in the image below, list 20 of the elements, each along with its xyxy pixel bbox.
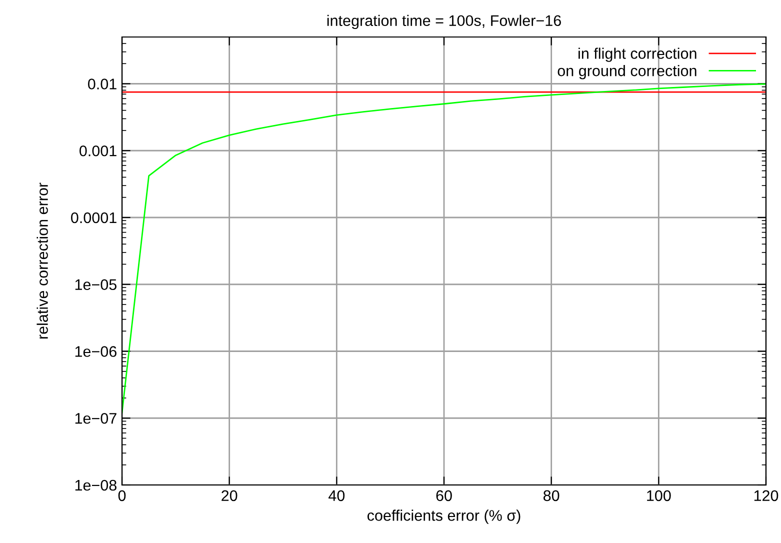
x-axis-title: coefficients error (% σ) [367,510,520,524]
legend-label: on ground correction [558,64,696,80]
line-series [122,83,766,414]
y-tick-label: 0.01 [88,78,116,90]
x-tick-label: 120 [754,490,778,502]
y-tick-label: 1e−06 [75,346,116,357]
x-tick-label: 20 [222,490,238,502]
x-tick-label: 80 [544,490,560,502]
x-tick-label: 0 [118,490,126,502]
x-tick-label: 40 [328,490,345,502]
y-tick-label: 0.0001 [71,212,116,224]
legend-label: in flight correction [578,48,696,62]
y-axis-title: relative correction error [36,182,48,339]
chart-title: integration time = 100s, Fowler−16 [327,14,561,30]
x-tick-label: 100 [647,490,671,502]
x-tick-label: 60 [436,490,452,502]
y-tick-label: 0.001 [80,145,116,156]
y-tick-label: 1e−07 [75,412,116,424]
y-tick-label: 1e−05 [75,279,116,290]
y-tick-label: 1e−08 [75,480,116,491]
